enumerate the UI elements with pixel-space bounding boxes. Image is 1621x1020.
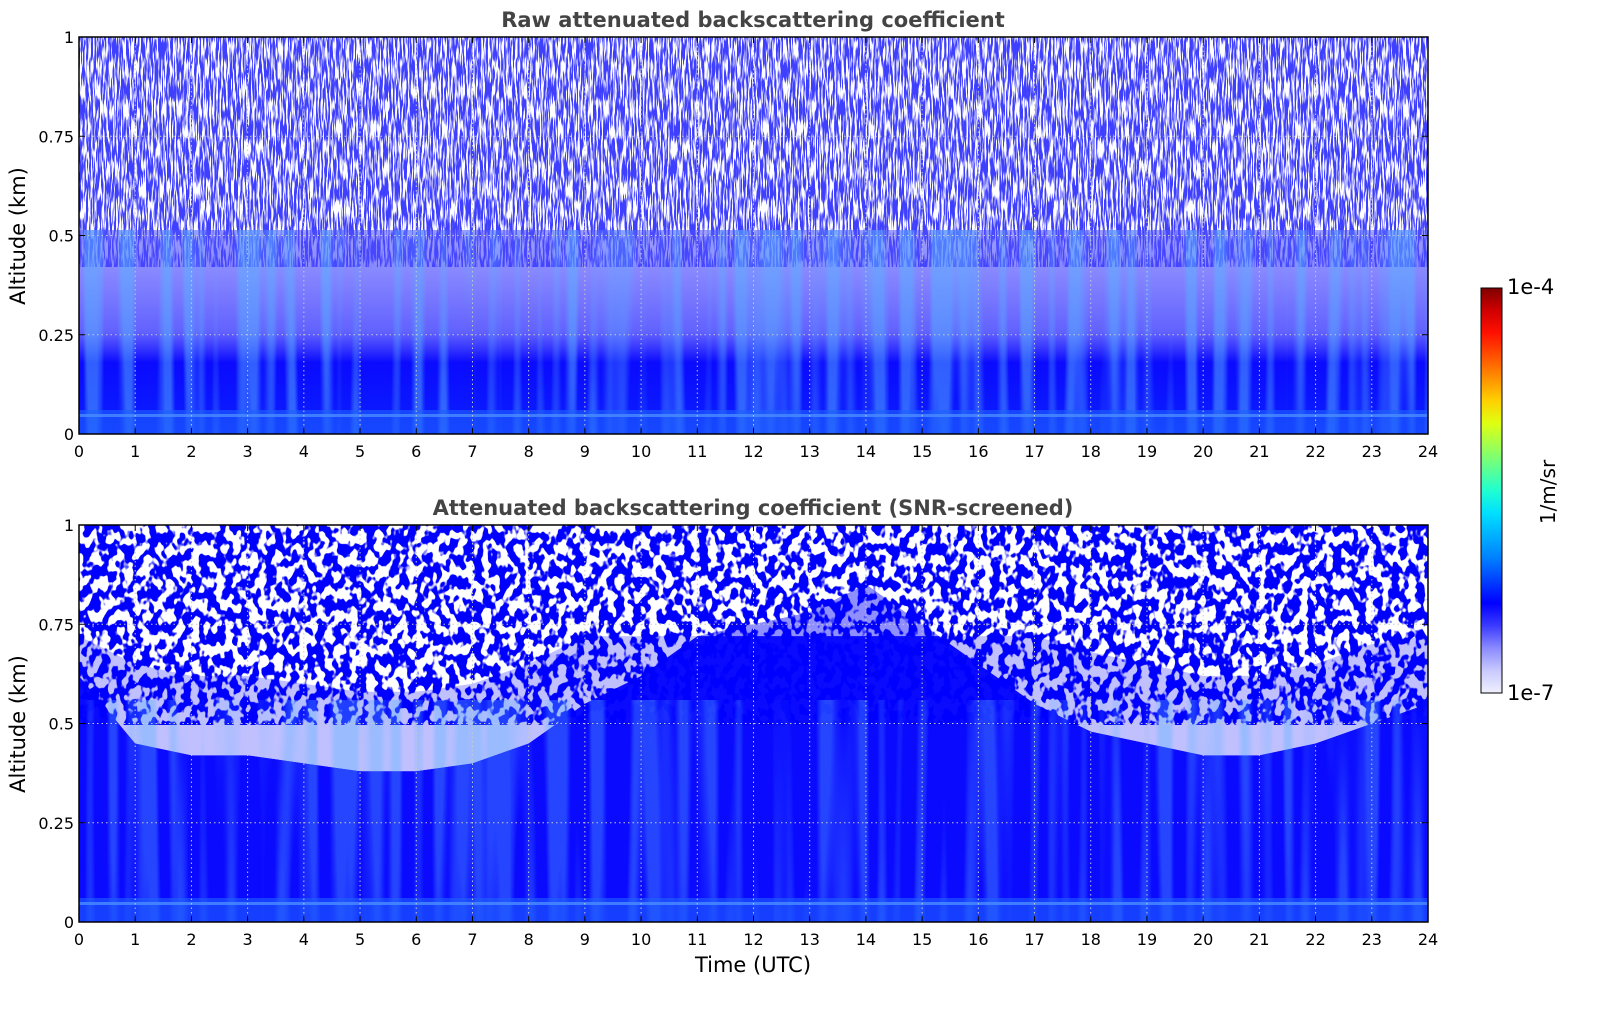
raw-xtick-label: 0 xyxy=(74,442,84,461)
raw-xtick-label: 14 xyxy=(856,442,876,461)
raw-xtick-label: 8 xyxy=(524,442,534,461)
screened-xtick-label: 18 xyxy=(1081,930,1101,949)
raw-ytick-label: 0.75 xyxy=(38,127,74,146)
panel-screened-grid xyxy=(78,524,1429,923)
raw-xtick-label: 21 xyxy=(1249,442,1269,461)
panel-raw-ticks: 0 1 2 3 4 5 6 7 8 9 10 11 12 13 14 15 16 17 18 19 20 21 22 23 24… xyxy=(38,28,1438,461)
raw-xtick-label: 18 xyxy=(1081,442,1101,461)
colorbar-unit-label: 1/m/sr xyxy=(1536,459,1560,524)
raw-xtick-label: 11 xyxy=(687,442,707,461)
screened-xtick-label: 20 xyxy=(1193,930,1213,949)
panel-screened: Attenuated backscattering coefficient (S… xyxy=(6,496,1438,977)
panel-screened-xlabel: Time (UTC) xyxy=(694,953,811,977)
colorbar-bar xyxy=(1480,287,1503,694)
screened-xtick-label: 5 xyxy=(355,930,365,949)
raw-xtick-label: 13 xyxy=(800,442,820,461)
panel-screened-ylabel: Altitude (km) xyxy=(6,655,30,793)
screened-ytick-label: 0.75 xyxy=(38,615,74,634)
colorbar: 1e-4 1e-7 1/m/sr xyxy=(1480,275,1560,705)
screened-xtick-label: 2 xyxy=(186,930,196,949)
raw-xtick-label: 23 xyxy=(1362,442,1382,461)
raw-xtick-label: 12 xyxy=(743,442,763,461)
raw-xtick-label: 2 xyxy=(186,442,196,461)
raw-xtick-label: 6 xyxy=(411,442,421,461)
screened-xtick-label: 21 xyxy=(1249,930,1269,949)
raw-xtick-label: 17 xyxy=(1024,442,1044,461)
raw-ytick-label: 1 xyxy=(64,28,74,47)
panel-screened-ticks: 0 1 2 3 4 5 6 7 8 9 10 11 12 13 14 15 16 17 18 19 20 21 22 23 24… xyxy=(38,516,1438,949)
screened-xtick-label: 13 xyxy=(800,930,820,949)
screened-xtick-label: 22 xyxy=(1305,930,1325,949)
panel-screened-title: Attenuated backscattering coefficient (S… xyxy=(433,496,1074,520)
raw-xtick-label: 20 xyxy=(1193,442,1213,461)
raw-xtick-label: 19 xyxy=(1137,442,1157,461)
colorbar-min-label: 1e-7 xyxy=(1507,681,1554,705)
raw-ytick-label: 0.5 xyxy=(49,227,74,246)
raw-xtick-label: 9 xyxy=(580,442,590,461)
raw-heatmap-streaks xyxy=(79,230,1428,434)
screened-xtick-label: 6 xyxy=(411,930,421,949)
screened-xtick-label: 11 xyxy=(687,930,707,949)
screened-xtick-label: 14 xyxy=(856,930,876,949)
raw-xtick-label: 7 xyxy=(467,442,477,461)
raw-xtick-label: 22 xyxy=(1305,442,1325,461)
screened-xtick-label: 0 xyxy=(74,930,84,949)
panel-raw-title: Raw attenuated backscattering coefficien… xyxy=(501,8,1005,32)
raw-xtick-label: 24 xyxy=(1418,442,1438,461)
raw-xtick-label: 16 xyxy=(968,442,988,461)
raw-ytick-label: 0.25 xyxy=(38,326,74,345)
screened-ytick-label: 0 xyxy=(64,913,74,932)
raw-xtick-label: 1 xyxy=(130,442,140,461)
screened-xtick-label: 17 xyxy=(1024,930,1044,949)
panel-raw: Raw attenuated backscattering coefficien… xyxy=(6,8,1438,461)
screened-xtick-label: 1 xyxy=(130,930,140,949)
screened-xtick-label: 10 xyxy=(631,930,651,949)
raw-xtick-label: 10 xyxy=(631,442,651,461)
screened-ytick-label: 0.5 xyxy=(49,715,74,734)
raw-heatmap-upper-noise xyxy=(79,37,1428,267)
screened-xtick-label: 24 xyxy=(1418,930,1438,949)
panel-raw-ylabel: Altitude (km) xyxy=(6,167,30,305)
raw-xtick-label: 4 xyxy=(299,442,309,461)
screened-xtick-label: 8 xyxy=(524,930,534,949)
raw-ytick-label: 0 xyxy=(64,425,74,444)
screened-ytick-label: 0.25 xyxy=(38,814,74,833)
screened-ytick-label: 1 xyxy=(64,516,74,535)
screened-xtick-label: 19 xyxy=(1137,930,1157,949)
screened-xtick-label: 3 xyxy=(243,930,253,949)
screened-xtick-label: 15 xyxy=(912,930,932,949)
screened-xtick-label: 7 xyxy=(467,930,477,949)
colorbar-max-label: 1e-4 xyxy=(1507,275,1554,299)
raw-xtick-label: 3 xyxy=(243,442,253,461)
raw-xtick-label: 5 xyxy=(355,442,365,461)
screened-xtick-label: 9 xyxy=(580,930,590,949)
raw-xtick-label: 15 xyxy=(912,442,932,461)
screened-xtick-label: 16 xyxy=(968,930,988,949)
screened-xtick-label: 4 xyxy=(299,930,309,949)
screened-xtick-label: 12 xyxy=(743,930,763,949)
screened-xtick-label: 23 xyxy=(1362,930,1382,949)
